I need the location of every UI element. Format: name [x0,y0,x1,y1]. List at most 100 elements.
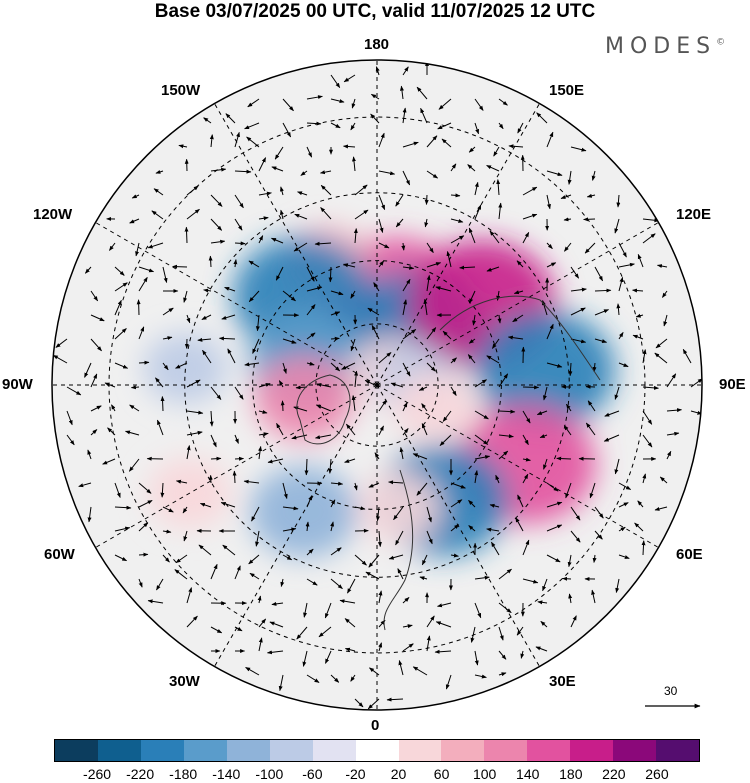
wind-arrow [655,338,668,349]
wind-arrow [342,144,356,149]
colorbar-tick-label: 180 [559,766,583,782]
wind-arrow [199,502,212,508]
wind-arrow [498,122,504,130]
wind-arrow [318,626,332,638]
wind-arrow [468,338,476,344]
wind-arrow [618,502,629,508]
wind-arrow [257,595,262,604]
wind-arrow [316,382,332,388]
wind-arrow [563,425,572,436]
wind-arrow [570,338,587,344]
wind-arrow [344,618,356,628]
wind-arrow [306,578,318,586]
wind-arrow [618,554,630,559]
wind-arrow [388,554,404,560]
wind-arrow [210,194,223,207]
wind-arrow [258,383,271,388]
wind-arrow [243,479,260,484]
wind-arrow [402,329,417,340]
wind-arrow [535,646,548,652]
wind-arrow [491,338,500,349]
wind-arrow [369,667,380,676]
wind-arrow [474,98,484,111]
wind-arrow [364,379,380,388]
wind-arrow [351,98,356,109]
wind-arrow [426,635,431,652]
wind-arrow [314,241,332,246]
wind-arrow [376,506,380,522]
wind-arrow [517,494,524,508]
wind-arrow [87,506,92,523]
wind-arrow [328,266,333,283]
map-border [51,59,703,711]
wind-arrow [474,204,482,220]
lon-label-120w: 120W [33,206,73,223]
wind-arrow [592,362,597,373]
wind-arrow [328,458,333,474]
colorbar-cell [613,740,657,761]
wind-arrow [498,202,503,220]
wind-arrow [319,170,332,175]
wind-arrow [496,290,501,301]
wind-arrow [474,122,480,135]
wind-arrow [568,362,573,377]
wind-arrow [618,242,627,258]
wind-arrow [522,457,531,462]
wind-arrow [393,506,404,521]
wind-arrow [474,470,479,484]
wind-arrow [258,618,267,628]
wind-arrow [486,164,500,172]
wind-arrow [584,242,596,254]
wind-arrow [267,458,284,464]
wind-arrow [570,530,581,543]
wind-arrow [282,338,297,344]
wind-arrow [247,98,260,108]
wind-arrow [378,170,396,176]
wind-arrow [616,194,621,208]
wind-arrow [603,434,620,442]
wind-arrow [594,506,604,519]
wind-arrow [306,304,316,316]
wind-arrow [587,400,596,412]
wind-arrow [209,410,214,427]
wind-arrow [512,314,524,323]
coastline-greenland [296,374,351,445]
wind-arrow [147,599,164,604]
wind-arrow [377,530,382,548]
wind-arrow [438,98,452,110]
wind-arrow [203,288,212,293]
wind-arrow [186,314,191,324]
wind-arrow [300,170,308,176]
wind-arrow [368,482,380,488]
wind-arrow [218,336,236,341]
wind-arrow [320,185,332,196]
wind-arrow [537,600,548,605]
lon-label-60e: 60E [676,546,703,563]
meridian-line [376,384,659,548]
wind-arrow [654,352,668,364]
wind-arrow [563,242,572,252]
wind-arrow [591,589,596,604]
wind-arrow [374,452,380,460]
wind-arrow [516,626,524,636]
wind-arrow [378,399,387,412]
colorbar-tick-label: -60 [302,766,323,782]
wind-arrow [252,338,260,354]
wind-arrow [370,93,380,100]
wind-arrow [390,382,404,388]
lon-label-90e: 90E [719,376,746,393]
wind-arrow [314,434,332,440]
wind-arrow [344,647,356,652]
wind-arrow [583,217,596,222]
wind-arrow [378,218,384,233]
wind-arrow [198,544,212,556]
wind-arrow [586,193,596,198]
wind-arrow [87,449,92,460]
wind-arrow [450,386,457,396]
wind-arrow [459,265,476,270]
wind-arrow [594,530,603,540]
wind-arrow [343,74,356,83]
wind-arrow [450,163,457,172]
wind-arrow [399,446,404,460]
wind-arrow [486,355,500,364]
